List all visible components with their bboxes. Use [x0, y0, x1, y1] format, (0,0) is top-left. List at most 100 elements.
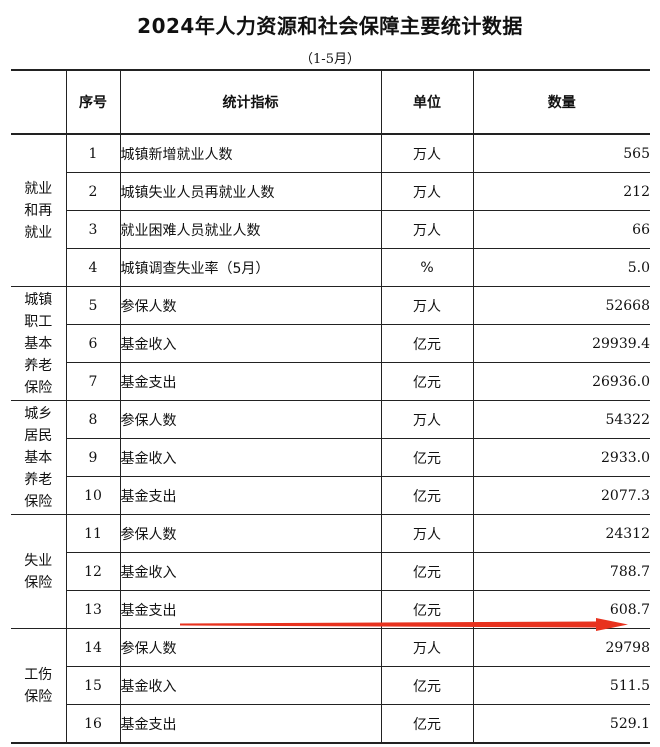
table-row: 3 就业困难人员就业人数 万人 66 — [11, 210, 650, 249]
header-unit: 单位 — [381, 69, 474, 135]
category-label: 失业 — [24, 552, 53, 569]
row-unit: % — [381, 248, 474, 287]
row-indicator: 参保人数 — [120, 286, 382, 325]
category-label: 就业 — [24, 224, 53, 241]
row-value: 2077.3 — [473, 476, 650, 515]
header-indicator: 统计指标 — [120, 69, 382, 135]
row-value: 52668 — [473, 286, 650, 325]
page-subtitle: （1-5月） — [300, 52, 360, 67]
row-number: 1 — [66, 134, 121, 173]
row-unit: 万人 — [381, 400, 474, 439]
row-unit: 万人 — [381, 286, 474, 325]
row-number: 13 — [66, 590, 121, 629]
category-cell: 工伤 保险 — [11, 628, 67, 744]
category-cell: 失业 保险 — [11, 514, 67, 629]
table-row: 10 基金支出 亿元 2077.3 — [11, 476, 650, 515]
category-label: 工伤 — [24, 666, 53, 683]
row-number: 4 — [66, 248, 121, 287]
table-row: 工伤 保险 14 参保人数 万人 29798 — [11, 628, 650, 744]
row-unit: 亿元 — [381, 552, 474, 591]
category-label: 城乡 — [24, 405, 53, 422]
row-indicator: 基金支出 — [120, 590, 382, 629]
row-indicator: 参保人数 — [120, 400, 382, 439]
row-number: 16 — [66, 704, 121, 744]
row-number: 11 — [66, 514, 121, 553]
row-indicator: 就业困难人员就业人数 — [120, 210, 382, 249]
header-value: 数量 — [473, 69, 650, 135]
category-label: 养老 — [24, 357, 53, 374]
row-number: 7 — [66, 362, 121, 401]
statistics-table: 序号 统计指标 单位 数量 就业 和再 就业 1 城镇新增就业人数 万人 565 2 城镇失业人… — [11, 69, 650, 744]
row-value: 565 — [473, 134, 650, 173]
row-number: 15 — [66, 666, 121, 705]
row-indicator: 基金支出 — [120, 362, 382, 401]
row-unit: 亿元 — [381, 704, 474, 744]
row-unit: 亿元 — [381, 438, 474, 477]
category-label: 养老 — [24, 471, 53, 488]
row-unit: 亿元 — [381, 476, 474, 515]
row-number: 5 — [66, 286, 121, 325]
header-category — [11, 69, 67, 135]
row-unit: 万人 — [381, 514, 474, 553]
category-cell: 城镇 职工 基本 养老 保险 — [11, 286, 67, 401]
page-title: 2024年人力资源和社会保障主要统计数据 — [137, 14, 523, 38]
row-value: 29798 — [473, 628, 650, 667]
category-label: 保险 — [24, 574, 53, 591]
table-row: 12 基金收入 亿元 788.7 — [11, 552, 650, 591]
row-number: 12 — [66, 552, 121, 591]
row-value: 5.0 — [473, 248, 650, 287]
row-unit: 亿元 — [381, 362, 474, 401]
row-unit: 万人 — [381, 134, 474, 173]
row-indicator: 基金收入 — [120, 438, 382, 477]
row-number: 6 — [66, 324, 121, 363]
row-indicator: 参保人数 — [120, 514, 382, 553]
category-label: 居民 — [24, 427, 53, 444]
row-value: 608.7 — [473, 590, 650, 629]
row-unit: 亿元 — [381, 590, 474, 629]
category-label: 职工 — [24, 313, 53, 330]
table-row: 2 城镇失业人员再就业人数 万人 212 — [11, 172, 650, 211]
table-row: 就业 和再 就业 1 城镇新增就业人数 万人 565 — [11, 134, 650, 287]
table-header-row: 序号 统计指标 单位 数量 — [11, 69, 650, 135]
table-row: 城镇 职工 基本 养老 保险 5 参保人数 万人 52668 — [11, 286, 650, 401]
category-label: 基本 — [24, 449, 53, 466]
row-indicator: 参保人数 — [120, 628, 382, 667]
table-row: 13 基金支出 亿元 608.7 — [11, 590, 650, 629]
table-row: 9 基金收入 亿元 2933.0 — [11, 438, 650, 477]
row-indicator: 城镇调查失业率（5月） — [120, 248, 382, 287]
row-indicator: 城镇失业人员再就业人数 — [120, 172, 382, 211]
category-label: 保险 — [24, 688, 53, 705]
category-cell: 城乡 居民 基本 养老 保险 — [11, 400, 67, 515]
table-row: 城乡 居民 基本 养老 保险 8 参保人数 万人 54322 — [11, 400, 650, 515]
table-row: 4 城镇调查失业率（5月）% 5.0 — [11, 248, 650, 287]
header-no: 序号 — [66, 69, 121, 135]
row-unit: 万人 — [381, 210, 474, 249]
row-value: 26936.0 — [473, 362, 650, 401]
row-unit: 亿元 — [381, 666, 474, 705]
row-value: 66 — [473, 210, 650, 249]
row-number: 10 — [66, 476, 121, 515]
category-label: 城镇 — [24, 291, 53, 308]
row-number: 9 — [66, 438, 121, 477]
table-row: 7 基金支出 亿元 26936.0 — [11, 362, 650, 401]
category-label: 就业 — [24, 180, 53, 197]
row-indicator: 城镇新增就业人数 — [120, 134, 382, 173]
row-number: 2 — [66, 172, 121, 211]
category-cell: 就业 和再 就业 — [11, 134, 67, 287]
row-indicator: 基金支出 — [120, 704, 382, 744]
row-value: 24312 — [473, 514, 650, 553]
category-label: 基本 — [24, 335, 53, 352]
row-value: 788.7 — [473, 552, 650, 591]
row-value: 2933.0 — [473, 438, 650, 477]
row-indicator: 基金收入 — [120, 324, 382, 363]
row-indicator: 基金支出 — [120, 476, 382, 515]
table-row: 失业 保险 11 参保人数 万人 24312 — [11, 514, 650, 629]
row-indicator: 基金收入 — [120, 666, 382, 705]
row-number: 3 — [66, 210, 121, 249]
row-value: 511.5 — [473, 666, 650, 705]
table-row: 6 基金收入 亿元 29939.4 — [11, 324, 650, 363]
row-unit: 万人 — [381, 628, 474, 667]
row-unit: 万人 — [381, 172, 474, 211]
table-row: 15 基金收入 亿元 511.5 — [11, 666, 650, 705]
table-row: 16 基金支出 亿元 529.1 — [11, 704, 650, 744]
